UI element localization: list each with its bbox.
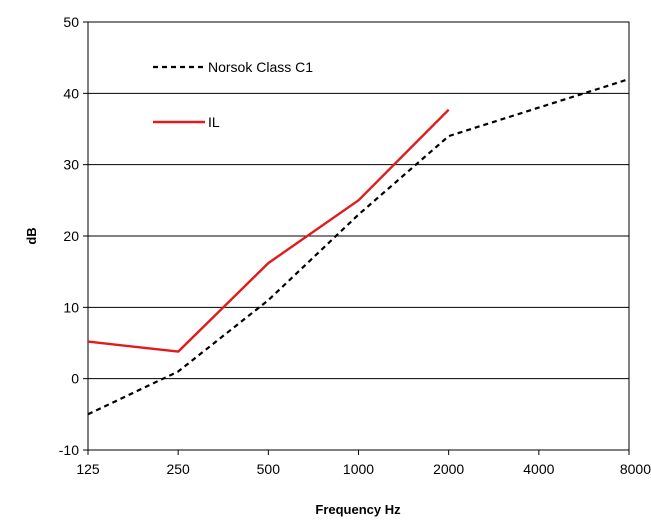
y-tick-label: 50 bbox=[63, 14, 79, 30]
x-axis-title: Frequency Hz bbox=[315, 502, 401, 517]
series-lines bbox=[87, 78, 630, 416]
y-axis-title: dB bbox=[24, 227, 39, 244]
series-line-0 bbox=[87, 78, 630, 416]
x-axis-tick-labels: 125 250 500 1000 2000 4000 8000 bbox=[76, 461, 651, 477]
y-tick-label: 0 bbox=[71, 371, 79, 387]
legend: Norsok Class C1 IL bbox=[153, 59, 313, 130]
y-axis-tick-labels: -10 0 10 20 30 40 50 bbox=[59, 14, 79, 458]
y-tick-label: 10 bbox=[63, 299, 79, 315]
x-tick-label: 500 bbox=[257, 461, 281, 477]
x-tick-label: 250 bbox=[166, 461, 190, 477]
x-tick-label: 8000 bbox=[620, 461, 651, 477]
legend-label-1: IL bbox=[208, 114, 220, 130]
x-tick-label: 2000 bbox=[433, 461, 464, 477]
y-tick-label: 40 bbox=[63, 85, 79, 101]
x-tick-label: 4000 bbox=[523, 461, 554, 477]
grid-lines bbox=[88, 92, 629, 380]
series-line-1 bbox=[87, 108, 450, 353]
y-tick-label: 30 bbox=[63, 157, 79, 173]
legend-label-0: Norsok Class C1 bbox=[208, 59, 313, 75]
y-tick-label: 20 bbox=[63, 228, 79, 244]
y-tick-label: -10 bbox=[59, 442, 79, 458]
x-tick-label: 1000 bbox=[343, 461, 374, 477]
axes bbox=[83, 21, 630, 455]
x-tick-label: 125 bbox=[76, 461, 100, 477]
